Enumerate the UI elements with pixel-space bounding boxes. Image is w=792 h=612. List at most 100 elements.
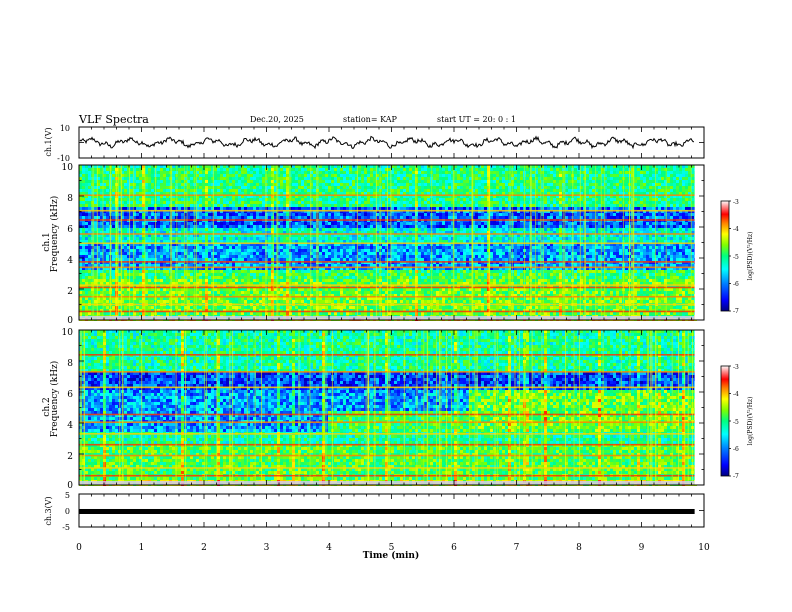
spectrogram-cell xyxy=(151,240,154,243)
spectrogram-cell xyxy=(268,189,271,192)
spectrogram-cell xyxy=(325,246,328,249)
spectrogram-cell xyxy=(157,168,160,171)
spectrogram-cell xyxy=(298,216,301,219)
spectrogram-cell xyxy=(307,177,310,180)
spectrogram-cell xyxy=(127,252,130,255)
spectrogram-cell xyxy=(337,291,340,294)
spectrogram-cell xyxy=(136,297,139,300)
spectrogram-cell xyxy=(226,249,229,252)
spectrogram-cell xyxy=(331,231,334,234)
spectrogram-cell xyxy=(280,306,283,309)
spectrogram-cell xyxy=(307,252,310,255)
spectrogram-cell xyxy=(226,252,229,255)
spectrogram-cell xyxy=(304,237,307,240)
spectrogram-cell xyxy=(136,267,139,270)
spectrogram-cell xyxy=(355,237,358,240)
spectrogram-cell xyxy=(97,276,100,279)
spectrogram-cell xyxy=(88,231,91,234)
spectrogram-cell xyxy=(214,177,217,180)
spectrogram-cell xyxy=(220,201,223,204)
spectrogram-cell xyxy=(265,189,268,192)
spectrogram-cell xyxy=(232,225,235,228)
spectrogram-cell xyxy=(235,216,238,219)
spectrogram-cell xyxy=(247,204,250,207)
spectrogram-cell xyxy=(343,189,346,192)
spectrogram-cell xyxy=(127,228,130,231)
spectrogram-cell xyxy=(283,237,286,240)
spectrogram-cell xyxy=(358,237,361,240)
spectrogram-cell xyxy=(280,291,283,294)
spectrogram-cell xyxy=(295,270,298,273)
spectrogram-cell xyxy=(316,174,319,177)
spectrogram-cell xyxy=(301,177,304,180)
spectrogram-cell xyxy=(85,186,88,189)
spectrogram-cell xyxy=(358,300,361,303)
spectrogram-cell xyxy=(259,171,262,174)
spectrogram-cell xyxy=(322,228,325,231)
spectrogram-cell xyxy=(325,297,328,300)
spectrogram-cell xyxy=(112,201,115,204)
spectrogram-cell xyxy=(184,228,187,231)
spectrogram-cell xyxy=(148,300,151,303)
spectrogram-cell xyxy=(151,216,154,219)
spectrogram-cell xyxy=(106,243,109,246)
spectrogram-cell xyxy=(127,249,130,252)
spectrogram-cell xyxy=(295,288,298,291)
spectrogram-cell xyxy=(358,177,361,180)
spectrogram-cell xyxy=(337,198,340,201)
spectrogram-cell xyxy=(160,228,163,231)
spectrogram-cell xyxy=(103,294,106,297)
spectrogram-cell xyxy=(241,306,244,309)
spectrogram-cell xyxy=(343,180,346,183)
spectrogram-cell xyxy=(211,213,214,216)
spectrogram-cell xyxy=(277,282,280,285)
spectrogram-cell xyxy=(181,243,184,246)
spectrogram-cell xyxy=(172,270,175,273)
spectrogram-cell xyxy=(214,186,217,189)
spectrogram-cell xyxy=(136,186,139,189)
spectrogram-cell xyxy=(274,201,277,204)
spectrogram-cell xyxy=(184,225,187,228)
spectrogram-cell xyxy=(187,168,190,171)
spectrogram-cell xyxy=(190,258,193,261)
spectrogram-cell xyxy=(220,192,223,195)
spectrogram-cell xyxy=(343,309,346,312)
spectrogram-cell xyxy=(127,270,130,273)
spectrogram-cell xyxy=(202,267,205,270)
spectrogram-cell xyxy=(355,204,358,207)
spectrogram-cell xyxy=(247,237,250,240)
spectrogram-cell xyxy=(349,294,352,297)
spectrogram-cell xyxy=(250,267,253,270)
spectrogram-cell xyxy=(145,300,148,303)
spectrogram-cell xyxy=(217,195,220,198)
spectrogram-cell xyxy=(283,309,286,312)
spectrogram-cell xyxy=(184,288,187,291)
spectrogram-cell xyxy=(136,183,139,186)
spectrogram-cell xyxy=(274,171,277,174)
spectrogram-cell xyxy=(295,249,298,252)
spectrogram-cell xyxy=(238,174,241,177)
spectrogram-cell xyxy=(292,279,295,282)
spectrogram-cell xyxy=(328,177,331,180)
spectrogram-cell xyxy=(310,192,313,195)
spectrogram-cell xyxy=(307,312,310,315)
spectrogram-cell xyxy=(130,231,133,234)
spectrogram-cell xyxy=(226,279,229,282)
spectrogram-cell xyxy=(265,216,268,219)
spectrogram-cell xyxy=(142,171,145,174)
spectrogram-cell xyxy=(127,255,130,258)
spectrogram-cell xyxy=(268,228,271,231)
spectrogram-cell xyxy=(334,252,337,255)
spectrogram-cell xyxy=(112,204,115,207)
spectrogram-cell xyxy=(319,192,322,195)
spectrogram-cell xyxy=(346,309,349,312)
spectrogram-cell xyxy=(301,189,304,192)
spectrogram-cell xyxy=(286,174,289,177)
spectrogram-cell xyxy=(145,279,148,282)
spectrogram-cell xyxy=(133,225,136,228)
spectrogram-cell xyxy=(100,174,103,177)
spectrogram-cell xyxy=(235,174,238,177)
spectrogram-cell xyxy=(202,258,205,261)
spectrogram-cell xyxy=(181,273,184,276)
spectrogram-cell xyxy=(232,294,235,297)
